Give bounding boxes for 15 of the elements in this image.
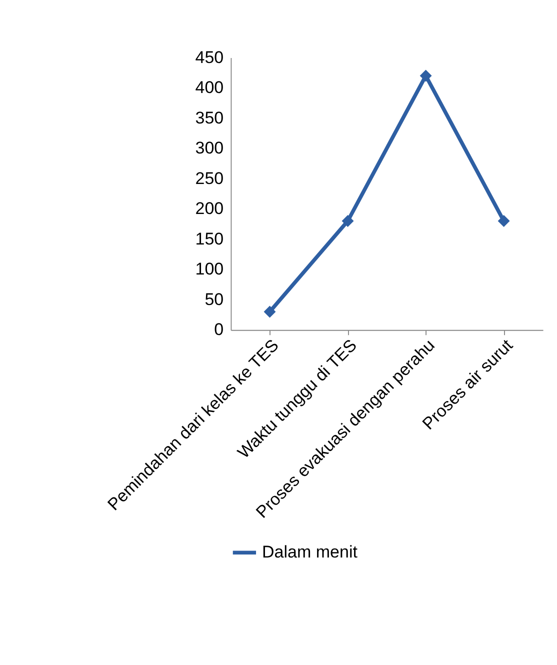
y-tick-label: 0 bbox=[214, 320, 224, 340]
y-tick-label: 400 bbox=[195, 78, 224, 98]
y-tick-label: 350 bbox=[195, 108, 224, 128]
y-tick-label: 250 bbox=[195, 168, 224, 188]
y-tick-label: 150 bbox=[195, 229, 224, 248]
legend-label: Dalam menit bbox=[262, 542, 358, 562]
y-tick-label: 450 bbox=[195, 48, 224, 67]
y-tick-label: 100 bbox=[195, 260, 224, 279]
point bbox=[498, 214, 510, 227]
y-tick-label: 200 bbox=[195, 199, 224, 218]
point bbox=[264, 306, 276, 318]
point bbox=[420, 70, 432, 82]
y-tick-label: 300 bbox=[195, 138, 224, 158]
point bbox=[342, 214, 354, 227]
y-tick-label: 50 bbox=[204, 290, 224, 309]
